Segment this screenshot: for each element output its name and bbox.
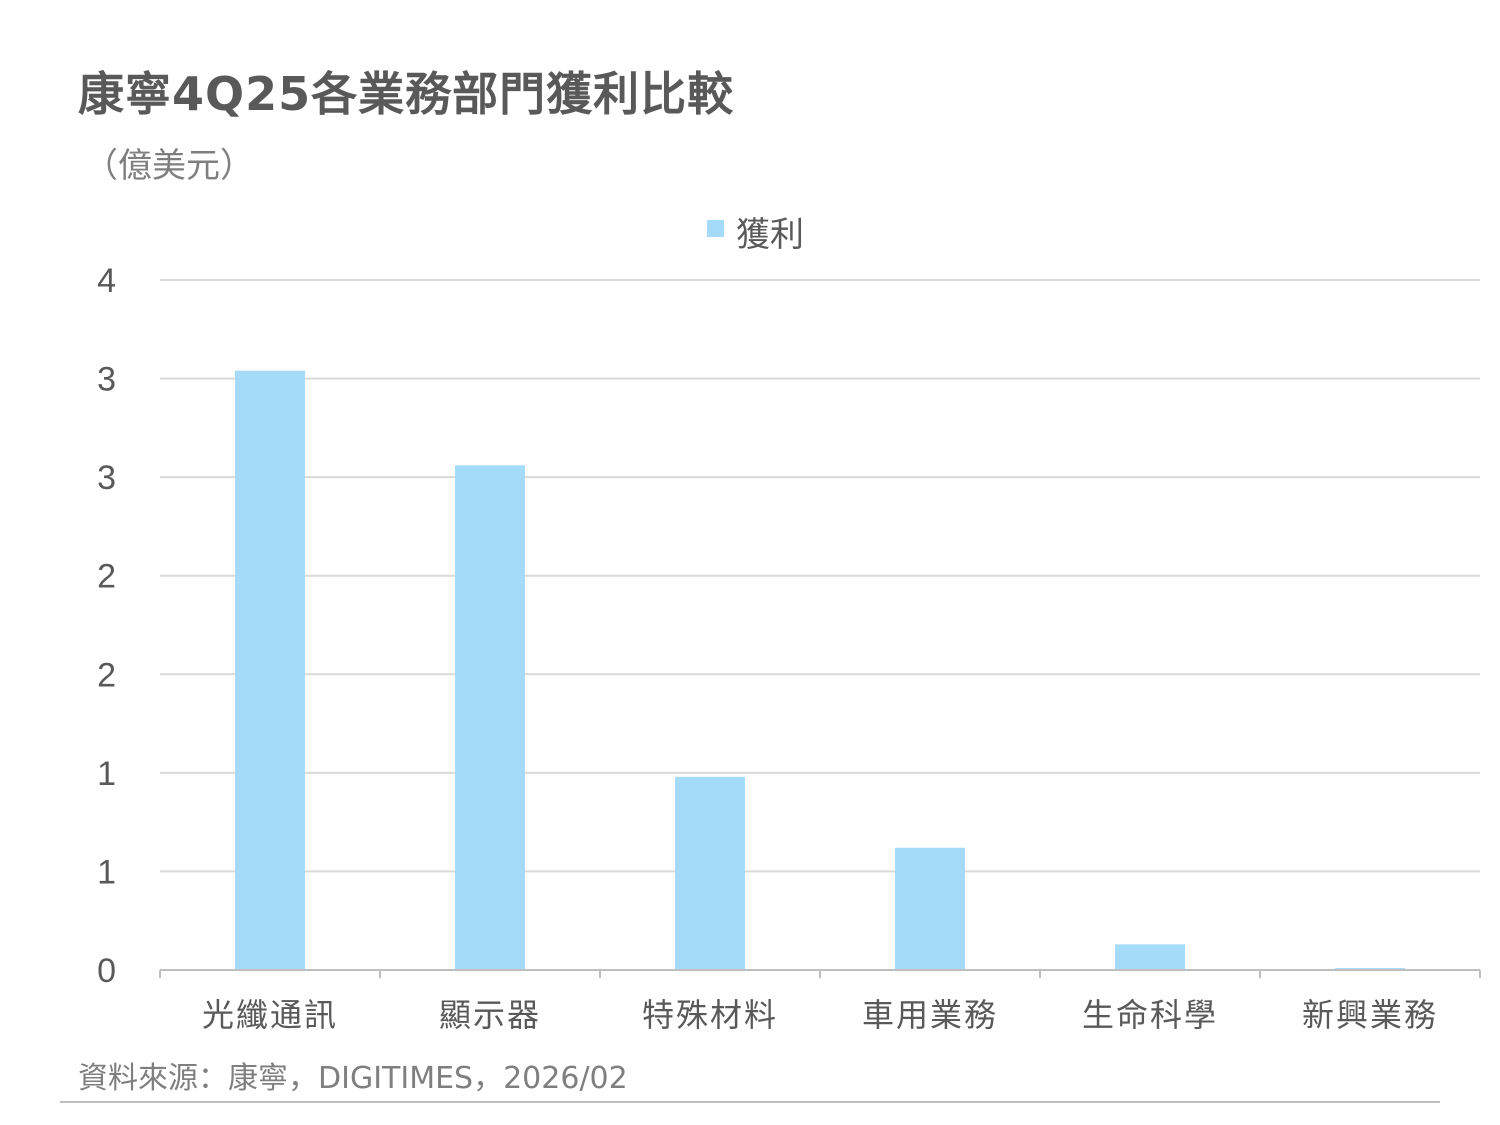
legend-label: 獲利 [736,215,804,255]
legend-swatch [707,220,724,237]
y-tick-label: 4 [97,262,116,300]
y-tick-label: 3 [97,459,116,497]
bar-3 [895,847,965,970]
bar-1 [455,465,525,970]
x-tick-label: 光纖通訊 [202,996,338,1034]
y-tick-label: 0 [97,952,116,990]
y-tick-label: 2 [97,558,116,596]
bar-4 [1115,944,1185,970]
x-tick-label: 車用業務 [862,996,998,1034]
gridlines [160,279,1480,873]
y-tick-label: 2 [97,656,116,694]
legend: 獲利 [707,215,804,255]
source-note: 資料來源：康寧，DIGITIMES，2026/02 [78,1061,628,1096]
bar-2 [675,776,745,970]
x-tick-label: 新興業務 [1302,996,1438,1034]
x-axis-tick-labels: 光纖通訊 顯示器 特殊材料 車用業務 生命科學 新興業務 [202,996,1438,1034]
bars [235,370,1405,971]
y-axis-tick-labels: 0 1 1 2 2 3 3 4 [97,262,116,990]
unit-label: （億美元） [84,146,254,186]
bar-0 [235,370,305,971]
x-tick-label: 生命科學 [1082,996,1218,1034]
y-tick-label: 1 [97,853,116,891]
y-tick-label: 1 [97,755,116,793]
x-tick-label: 顯示器 [439,996,541,1034]
footer-divider [60,1101,1440,1103]
x-tick-label: 特殊材料 [642,996,778,1034]
chart-title: 康寧4Q25各業務部門獲利比較 [78,67,735,121]
y-tick-label: 3 [97,361,116,399]
x-axis [159,969,1481,978]
